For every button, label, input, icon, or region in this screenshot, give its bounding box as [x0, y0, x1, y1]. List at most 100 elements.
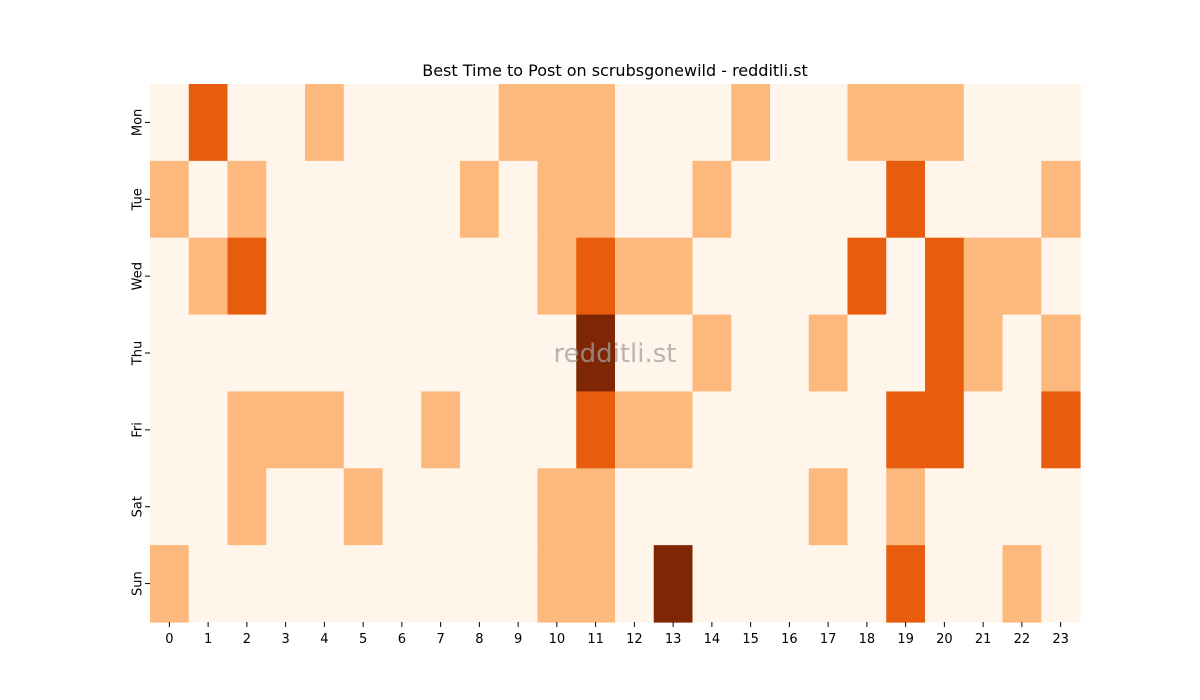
heatmap-cell-wed-9 [498, 237, 539, 316]
heatmap-cell-mon-3 [266, 84, 306, 162]
heatmap-cell-mon-1 [188, 84, 229, 162]
heatmap-cell-mon-2 [227, 84, 267, 162]
heatmap-cell-wed-17 [808, 237, 849, 316]
heatmap-cell-mon-18 [847, 84, 887, 162]
heatmap-cell-wed-4 [305, 237, 345, 316]
heatmap-cell-sun-20 [925, 545, 965, 623]
heatmap-cell-mon-10 [537, 84, 577, 162]
heatmap-cell-mon-22 [1002, 84, 1042, 162]
heatmap-cell-mon-20 [925, 84, 965, 162]
heatmap-cell-wed-19 [886, 237, 926, 316]
heatmap-cell-thu-6 [382, 314, 422, 393]
heatmap-cell-sat-21 [963, 468, 1004, 546]
heatmap-cell-thu-17 [808, 314, 849, 393]
heatmap-cell-wed-20 [925, 237, 965, 316]
heatmap-cell-wed-0 [150, 237, 190, 316]
x-tick-label: 1 [204, 632, 212, 647]
heatmap-cell-mon-21 [963, 84, 1004, 162]
x-tick-label: 15 [742, 632, 759, 647]
heatmap-cell-thu-3 [266, 314, 306, 393]
heatmap-cell-thu-21 [963, 314, 1004, 393]
heatmap-cell-fri-8 [460, 391, 500, 469]
heatmap-cell-sun-10 [537, 545, 577, 623]
heatmap-cell-wed-7 [421, 237, 461, 316]
heatmap-cell-fri-6 [382, 391, 422, 469]
heatmap-cell-thu-10 [537, 314, 577, 393]
heatmap-cell-fri-13 [653, 391, 694, 469]
heatmap-cell-thu-0 [150, 314, 190, 393]
heatmap-cell-sun-14 [692, 545, 732, 623]
heatmap-cell-tue-7 [421, 160, 461, 239]
heatmap-cell-wed-14 [692, 237, 732, 316]
y-tick-label: Sat [131, 496, 146, 517]
heatmap-cell-sun-18 [847, 545, 887, 623]
heatmap-cell-fri-15 [731, 391, 771, 469]
heatmap-cell-mon-4 [305, 84, 345, 162]
heatmap-cell-fri-3 [266, 391, 306, 469]
heatmap-cell-wed-5 [343, 237, 384, 316]
heatmap-cell-tue-19 [886, 160, 926, 239]
heatmap-cell-mon-19 [886, 84, 926, 162]
heatmap-cell-sat-5 [343, 468, 384, 546]
heatmap-cell-sun-6 [382, 545, 422, 623]
heatmap-cell-mon-7 [421, 84, 461, 162]
heatmap-cell-mon-8 [460, 84, 500, 162]
x-axis-ticks: 0 1 2 3 4 5 6 7 8 9 10 11 12 13 14 15 16 17 18 19 20 21 22 23 [165, 622, 1069, 647]
x-tick-label: 8 [475, 632, 483, 647]
heatmap-cell-thu-7 [421, 314, 461, 393]
heatmap-cell-fri-0 [150, 391, 190, 469]
heatmap-cell-thu-14 [692, 314, 732, 393]
heatmap-cell-wed-2 [227, 237, 267, 316]
heatmap-cell-tue-22 [1002, 160, 1042, 239]
heatmap-cell-fri-9 [498, 391, 539, 469]
heatmap-cell-sun-17 [808, 545, 849, 623]
x-tick-label: 20 [936, 632, 953, 647]
heatmap-cell-thu-9 [498, 314, 539, 393]
heatmap-cell-tue-0 [150, 160, 190, 239]
heatmap-cell-thu-16 [770, 314, 810, 393]
heatmap-cell-sun-3 [266, 545, 306, 623]
x-tick-label: 0 [165, 632, 173, 647]
y-tick-label: Thu [131, 341, 146, 366]
heatmap-cell-sun-19 [886, 545, 926, 623]
y-tick-label: Sun [131, 571, 146, 596]
heatmap-cell-sat-12 [615, 468, 655, 546]
heatmap-cell-tue-17 [808, 160, 849, 239]
heatmap-cell-wed-22 [1002, 237, 1042, 316]
y-tick-label: Fri [131, 422, 146, 438]
heatmap-cell-fri-10 [537, 391, 577, 469]
heatmap-cell-fri-22 [1002, 391, 1042, 469]
heatmap-cell-wed-16 [770, 237, 810, 316]
heatmap-cell-tue-11 [576, 160, 616, 239]
heatmap-cell-tue-1 [188, 160, 229, 239]
heatmap-cell-fri-21 [963, 391, 1004, 469]
heatmap-cell-tue-6 [382, 160, 422, 239]
heatmap-cell-thu-8 [460, 314, 500, 393]
heatmap-cell-wed-3 [266, 237, 306, 316]
heatmap-cell-tue-13 [653, 160, 694, 239]
heatmap-cell-sat-0 [150, 468, 190, 546]
heatmap-cell-tue-21 [963, 160, 1004, 239]
heatmap-cell-fri-19 [886, 391, 926, 469]
x-tick-label: 21 [975, 632, 992, 647]
heatmap-cell-thu-15 [731, 314, 771, 393]
heatmap-cell-sun-7 [421, 545, 461, 623]
heatmap-cell-sat-22 [1002, 468, 1042, 546]
x-tick-label: 23 [1052, 632, 1069, 647]
heatmap-cell-thu-23 [1041, 314, 1081, 393]
watermark-text: redditli.st [554, 339, 677, 369]
heatmap-cell-wed-18 [847, 237, 887, 316]
heatmap-cell-sat-14 [692, 468, 732, 546]
heatmap-cell-thu-22 [1002, 314, 1042, 393]
y-tick-label: Mon [131, 109, 146, 136]
heatmap-cell-tue-4 [305, 160, 345, 239]
heatmap-cell-sun-11 [576, 545, 616, 623]
x-tick-label: 12 [626, 632, 643, 647]
x-tick-label: 4 [320, 632, 328, 647]
heatmap-cell-fri-1 [188, 391, 229, 469]
heatmap-cell-sun-12 [615, 545, 655, 623]
heatmap-cell-mon-13 [653, 84, 694, 162]
x-tick-label: 22 [1014, 632, 1031, 647]
heatmap-cell-sat-13 [653, 468, 694, 546]
